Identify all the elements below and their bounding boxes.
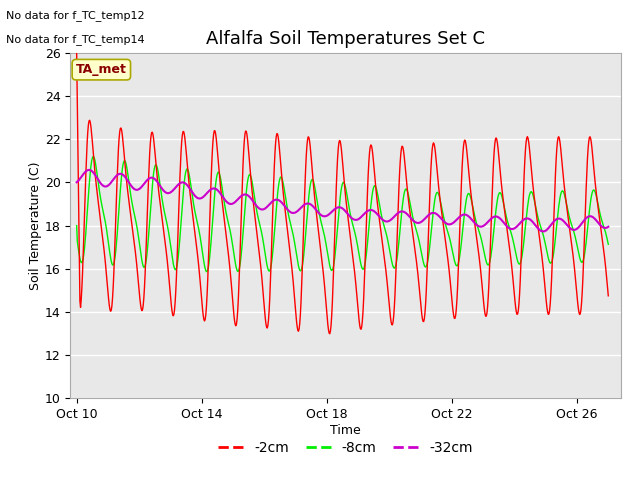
-8cm [394,246,402,252]
-32cm [85,167,93,173]
-8cm [604,241,612,247]
-2cm [134,268,141,274]
-32cm [181,180,189,186]
-2cm [180,131,188,137]
-8cm [73,223,81,228]
-32cm [73,180,81,185]
Line: -2cm: -2cm [77,53,608,334]
-8cm [481,251,488,256]
-2cm [480,300,488,306]
-32cm [349,216,356,222]
-8cm [134,230,142,236]
X-axis label: Time: Time [330,424,361,437]
-8cm [181,174,189,180]
-32cm [134,187,142,192]
Legend: -2cm, -8cm, -32cm: -2cm, -8cm, -32cm [212,435,479,461]
-8cm [203,269,211,275]
-32cm [480,223,488,228]
-32cm [145,176,153,181]
-32cm [540,228,547,234]
-2cm [145,180,152,185]
-32cm [394,210,401,216]
-32cm [604,224,612,229]
-8cm [145,227,153,232]
Y-axis label: Soil Temperature (C): Soil Temperature (C) [29,161,42,290]
Line: -32cm: -32cm [77,170,608,231]
-8cm [90,154,97,159]
Title: Alfalfa Soil Temperatures Set C: Alfalfa Soil Temperatures Set C [206,30,485,48]
-2cm [604,293,612,299]
-8cm [349,224,357,229]
-2cm [394,221,401,227]
Line: -8cm: -8cm [77,156,608,272]
Text: TA_met: TA_met [76,63,127,76]
-2cm [326,331,333,336]
-2cm [349,252,356,258]
-2cm [73,50,81,56]
Text: No data for f_TC_temp12: No data for f_TC_temp12 [6,10,145,21]
Text: No data for f_TC_temp14: No data for f_TC_temp14 [6,34,145,45]
